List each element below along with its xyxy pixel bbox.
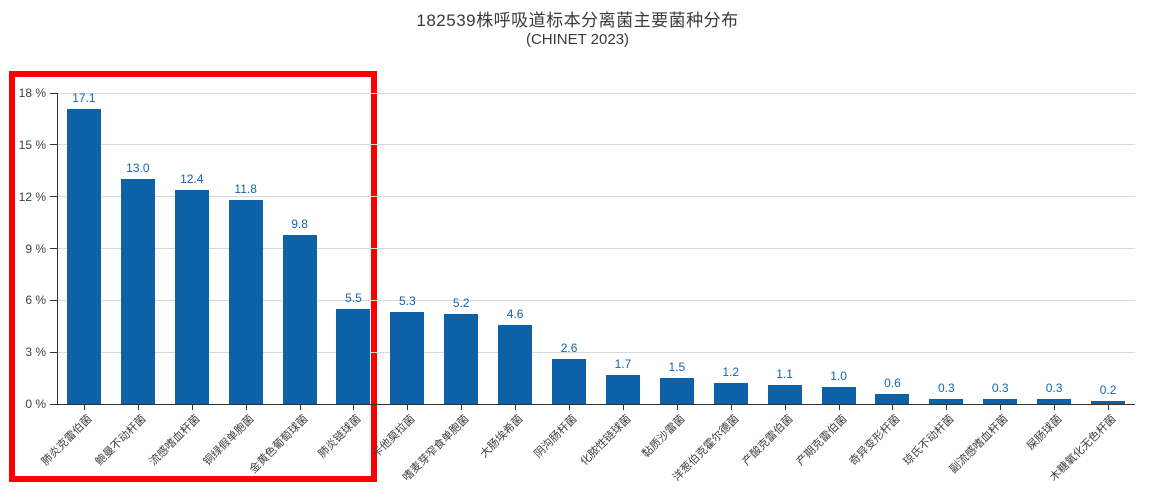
bar bbox=[1037, 398, 1072, 404]
bar-value-label: 1.7 bbox=[614, 356, 632, 371]
y-axis-label: 15 % bbox=[18, 137, 46, 152]
x-axis-tick bbox=[299, 405, 301, 410]
y-axis-label: 12 % bbox=[18, 189, 46, 204]
bar-value-label: 9.8 bbox=[291, 216, 308, 231]
chart-title: 182539株呼吸道标本分离菌主要菌种分布 bbox=[416, 11, 739, 30]
y-axis-label: 3 % bbox=[25, 345, 46, 360]
y-axis-label: 6 % bbox=[25, 293, 46, 308]
gridline bbox=[57, 248, 1135, 249]
bar-value-label: 0.3 bbox=[991, 380, 1009, 395]
y-axis-tick bbox=[50, 351, 57, 353]
bar bbox=[228, 200, 263, 404]
x-axis-tick bbox=[622, 405, 624, 410]
bar bbox=[120, 179, 155, 404]
x-axis-tick bbox=[1054, 405, 1056, 410]
bar bbox=[552, 359, 587, 404]
x-axis-tick bbox=[191, 405, 193, 410]
bar-value-label: 1.1 bbox=[776, 366, 793, 381]
gridline bbox=[57, 144, 1135, 146]
x-axis-tick bbox=[784, 405, 786, 410]
bar-value-label: 5.2 bbox=[452, 296, 470, 311]
bar bbox=[713, 383, 748, 404]
bar bbox=[659, 378, 694, 404]
bar-value-label: 5.3 bbox=[399, 294, 416, 309]
y-axis-label: 9 % bbox=[25, 241, 46, 256]
bar bbox=[875, 393, 910, 404]
x-axis-tick bbox=[245, 405, 247, 410]
bar-value-label: 0.3 bbox=[1045, 380, 1063, 395]
bar bbox=[983, 398, 1018, 404]
x-axis-tick bbox=[569, 405, 571, 410]
bar bbox=[605, 374, 640, 404]
x-axis-tick bbox=[730, 405, 732, 410]
y-axis-tick bbox=[50, 403, 57, 405]
bar bbox=[821, 386, 856, 404]
y-axis-tick bbox=[50, 248, 57, 249]
x-axis-tick bbox=[838, 405, 840, 410]
x-axis-tick bbox=[353, 405, 355, 410]
x-axis-tick bbox=[407, 405, 409, 410]
y-axis-tick bbox=[50, 299, 57, 301]
x-axis-tick bbox=[892, 405, 894, 410]
bar-value-label: 0.2 bbox=[1099, 382, 1117, 397]
y-axis-tick bbox=[50, 144, 57, 146]
bar bbox=[390, 312, 425, 404]
bar-value-label: 1.0 bbox=[830, 368, 847, 383]
bar bbox=[767, 384, 802, 404]
x-axis-tick bbox=[83, 405, 85, 410]
y-axis-tick bbox=[50, 92, 57, 94]
bar-value-label: 2.6 bbox=[560, 341, 578, 356]
bar-value-label: 1.2 bbox=[722, 365, 740, 380]
x-axis-tick bbox=[1000, 405, 1002, 410]
y-axis-line bbox=[57, 93, 58, 404]
bar-value-label: 0.6 bbox=[884, 375, 901, 390]
x-axis-tick bbox=[137, 405, 139, 410]
bar-value-label: 17.1 bbox=[72, 90, 96, 105]
chart-subtitle: (CHINET 2023) bbox=[525, 31, 630, 48]
gridline bbox=[57, 92, 1135, 94]
bar-value-label: 4.6 bbox=[506, 306, 524, 321]
y-axis-label: 18 % bbox=[18, 86, 46, 100]
bar-value-label: 0.3 bbox=[938, 380, 955, 395]
bar bbox=[1091, 400, 1126, 404]
y-axis-label: 0 % bbox=[25, 397, 46, 411]
bar bbox=[498, 324, 533, 404]
x-axis-tick bbox=[676, 405, 678, 410]
gridline bbox=[57, 351, 1135, 353]
bar bbox=[66, 108, 101, 404]
bar-value-label: 5.5 bbox=[345, 290, 362, 305]
bar bbox=[336, 308, 371, 404]
bar-value-label: 11.8 bbox=[234, 182, 257, 197]
x-axis-line bbox=[57, 404, 1135, 405]
x-axis-tick bbox=[461, 405, 463, 410]
y-axis-tick bbox=[50, 196, 57, 198]
gridline bbox=[57, 299, 1135, 301]
bar bbox=[282, 234, 317, 404]
bar bbox=[929, 398, 964, 404]
x-axis-tick bbox=[1108, 405, 1110, 410]
bar-value-label: 12.4 bbox=[180, 171, 204, 186]
gridline bbox=[57, 196, 1135, 198]
x-axis-tick bbox=[946, 405, 948, 410]
bar-value-label: 13.0 bbox=[126, 161, 150, 176]
bar bbox=[174, 189, 209, 404]
bar-value-label: 1.5 bbox=[668, 360, 686, 375]
bar bbox=[444, 314, 479, 404]
x-axis-tick bbox=[515, 405, 517, 410]
